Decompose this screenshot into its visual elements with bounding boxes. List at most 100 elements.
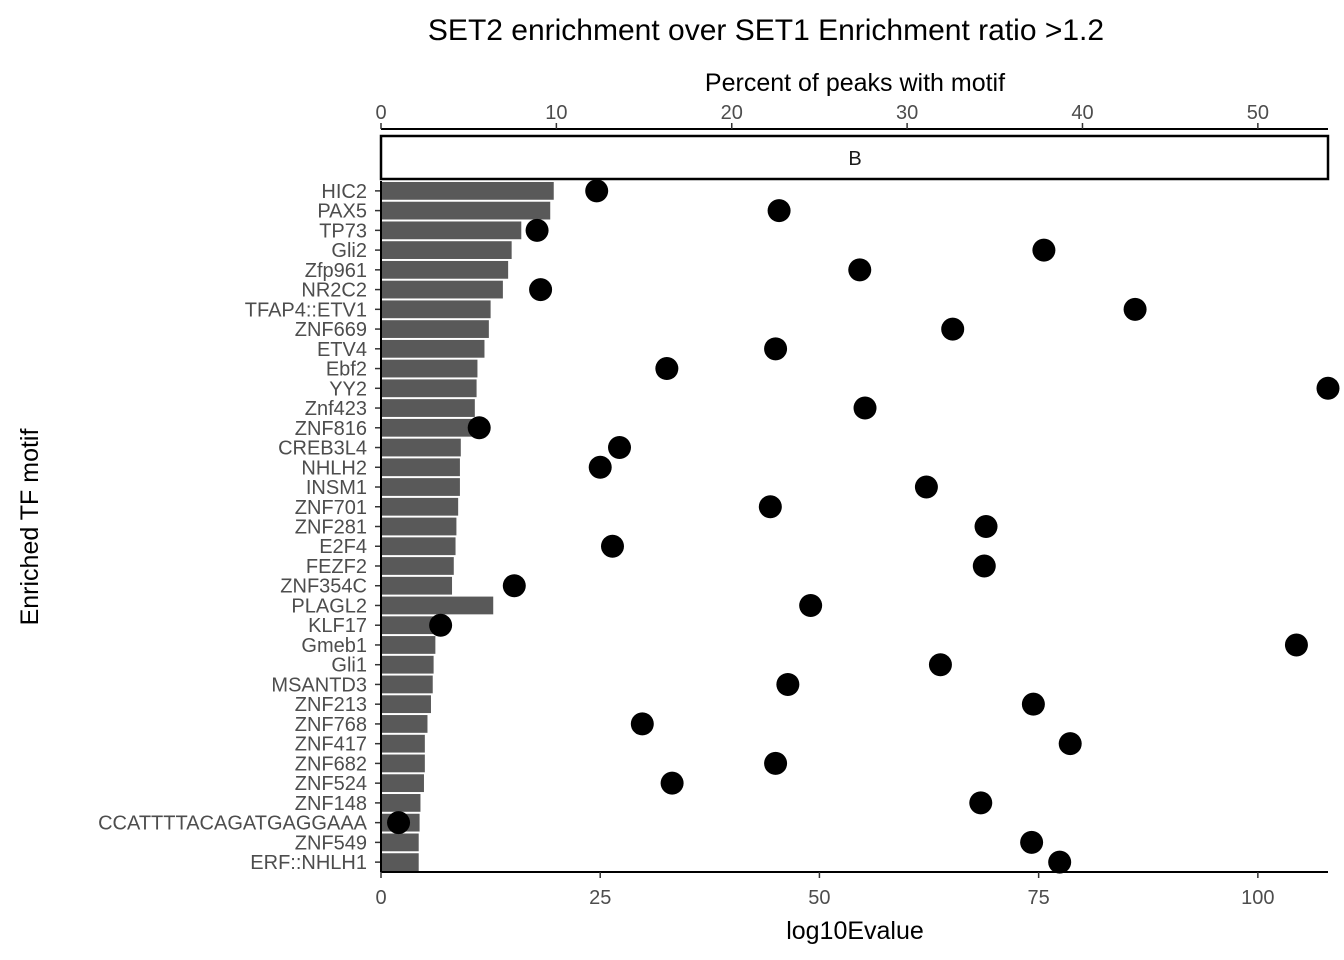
point-ETV4: [764, 337, 788, 361]
point-Ebf2: [655, 357, 679, 381]
bar-ZNF524: [381, 774, 424, 793]
point-Gli1: [928, 653, 952, 677]
point-Zfp961: [848, 258, 872, 282]
category-label-Zfp961: Zfp961: [305, 260, 367, 282]
category-label-ZNF281: ZNF281: [295, 517, 367, 539]
category-label-KLF17: KLF17: [308, 615, 367, 637]
bar-CREB3L4: [381, 438, 461, 457]
top-axis-label: Percent of peaks with motif: [705, 69, 1005, 97]
bar-ZNF549: [381, 833, 419, 852]
point-FEZF2: [972, 554, 996, 578]
category-label-YY2: YY2: [329, 378, 367, 400]
category-label-ZNF682: ZNF682: [295, 753, 367, 775]
bar-TP73: [381, 221, 522, 240]
bar-ZNF701: [381, 497, 459, 516]
category-label-ETV4: ETV4: [317, 339, 367, 361]
point-E2F4: [600, 534, 624, 558]
point-ZNF669: [941, 317, 965, 341]
category-label-ZNF148: ZNF148: [295, 793, 367, 815]
point-NHLH2: [588, 455, 612, 479]
category-label-ZNF213: ZNF213: [295, 694, 367, 716]
bar-FEZF2: [381, 557, 454, 575]
bar-Gmeb1: [381, 636, 436, 654]
y-axis-label: Enriched TF motif: [16, 429, 44, 626]
facet-strip: [379, 134, 1330, 181]
bottom-tick-label: 0: [375, 887, 386, 909]
top-tick-label: 20: [721, 102, 743, 124]
category-label-FEZF2: FEZF2: [306, 556, 367, 578]
facet-strip-label: B: [848, 148, 861, 170]
bottom-axis: 0 25 50 75 100: [375, 871, 1328, 909]
bar-E2F4: [381, 537, 456, 556]
bar-HIC2: [381, 181, 554, 200]
category-label-MSANTD3: MSANTD3: [271, 674, 367, 696]
category-label-NHLH2: NHLH2: [301, 457, 367, 479]
point-layer: [387, 179, 1340, 874]
top-tick-label: 30: [896, 102, 918, 124]
category-label-CCATTTTACAGATGAGGAAA: CCATTTTACAGATGAGGAAA: [98, 813, 368, 835]
bar-ETV4: [381, 339, 485, 358]
category-label-Znf423: Znf423: [305, 398, 367, 420]
top-tick-label: 40: [1071, 102, 1093, 124]
bottom-tick-label: 100: [1241, 887, 1274, 909]
category-label-ERF::NHLH1: ERF::NHLH1: [250, 852, 367, 874]
category-label-TFAP4::ETV1: TFAP4::ETV1: [245, 299, 367, 321]
category-label-ZNF417: ZNF417: [295, 734, 367, 756]
bottom-tick-label: 75: [1028, 887, 1050, 909]
bar-ZNF213: [381, 695, 431, 714]
point-ZNF524: [660, 771, 684, 795]
top-tick-label: 50: [1247, 102, 1269, 124]
category-label-CREB3L4: CREB3L4: [278, 438, 367, 460]
bar-PAX5: [381, 201, 551, 220]
point-ZNF549: [1020, 830, 1044, 854]
point-CREB3L4: [608, 436, 632, 460]
point-MSANTD3: [776, 672, 800, 696]
point-ERF::NHLH1: [1048, 850, 1072, 874]
bar-TFAP4::ETV1: [381, 300, 491, 319]
point-ZNF281: [974, 515, 998, 538]
bar-ZNF148: [381, 794, 421, 812]
point-ZNF701: [758, 495, 782, 519]
point-NR2C2: [529, 278, 553, 302]
bar-Ebf2: [381, 359, 478, 378]
bottom-tick-label: 25: [589, 887, 611, 909]
bar-KLF17: [381, 616, 435, 635]
bar-layer: [381, 181, 554, 872]
category-label-ZNF549: ZNF549: [295, 832, 367, 854]
point-ZNF816: [467, 416, 491, 440]
point-TP73: [525, 218, 549, 242]
point-Gmeb1: [1284, 633, 1308, 657]
category-label-E2F4: E2F4: [319, 536, 367, 558]
category-label-Gli1: Gli1: [331, 655, 367, 677]
bar-ZNF682: [381, 754, 425, 773]
chart-title: SET2 enrichment over SET1 Enrichment rat…: [428, 14, 1104, 47]
top-tick-label: 0: [375, 102, 386, 124]
point-PAX5: [767, 199, 791, 223]
category-labels: HIC2PAX5TP73Gli2Zfp961NR2C2TFAP4::ETV1ZN…: [98, 181, 382, 874]
point-CCATTTTACAGATGAGGAAA: [387, 811, 411, 835]
top-tick-label: 10: [545, 102, 567, 124]
bar-INSM1: [381, 478, 460, 496]
point-ZNF417: [1058, 732, 1082, 756]
bottom-tick-label: 50: [808, 887, 830, 909]
category-label-NR2C2: NR2C2: [301, 280, 367, 302]
category-label-ZNF816: ZNF816: [295, 418, 367, 440]
bar-Gli2: [381, 241, 512, 259]
bar-MSANTD3: [381, 675, 433, 694]
point-Znf423: [853, 396, 877, 420]
bar-ZNF816: [381, 418, 474, 437]
category-label-Ebf2: Ebf2: [326, 359, 367, 381]
point-INSM1: [914, 475, 938, 499]
bar-NHLH2: [381, 458, 460, 477]
category-label-PLAGL2: PLAGL2: [291, 595, 367, 617]
category-label-Gmeb1: Gmeb1: [301, 635, 367, 657]
category-label-ZNF701: ZNF701: [295, 497, 367, 519]
category-label-ZNF768: ZNF768: [295, 714, 367, 736]
top-axis: 0 10 20 30 40 50: [375, 102, 1328, 130]
point-HIC2: [585, 179, 609, 203]
bar-Znf423: [381, 399, 475, 417]
point-ZNF768: [630, 712, 654, 736]
bar-PLAGL2: [381, 596, 494, 615]
category-label-HIC2: HIC2: [321, 181, 367, 203]
